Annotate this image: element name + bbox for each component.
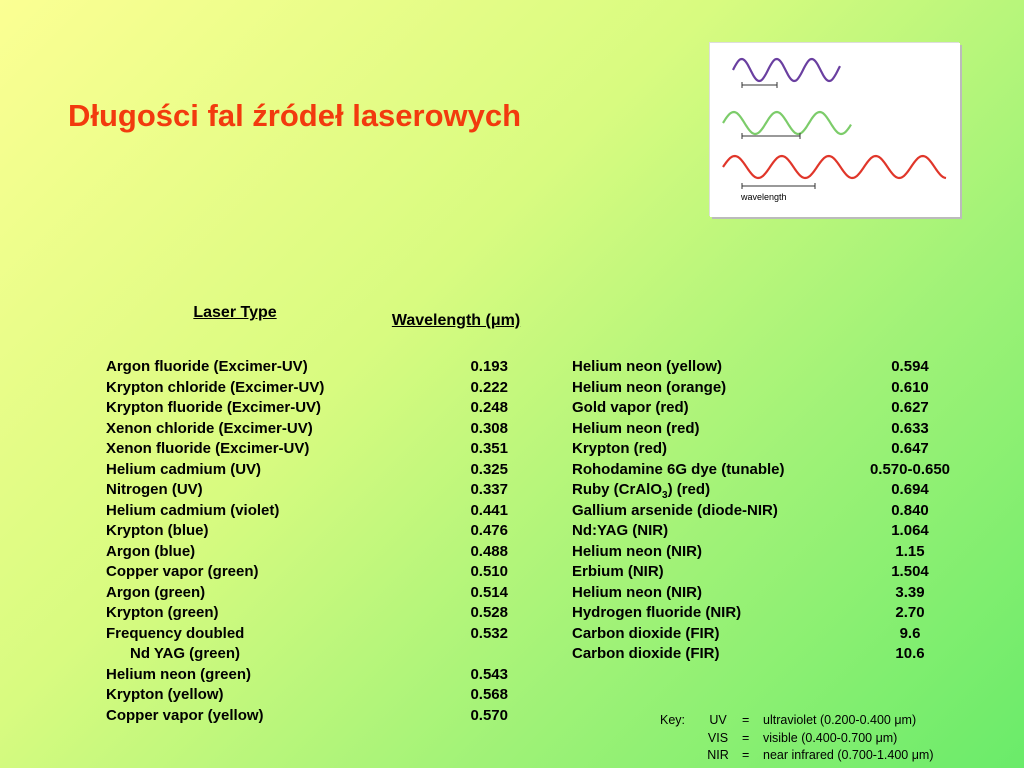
laser-name: Krypton (yellow) (106, 686, 224, 703)
wavelength: 0.308 (470, 419, 508, 437)
laser-name: Nitrogen (UV) (106, 481, 203, 498)
laser-name: Carbon dioxide (FIR) (572, 624, 720, 642)
key-eq: = (742, 748, 750, 762)
wavelength: 0.633 (891, 419, 929, 437)
key-eq: = (742, 713, 750, 727)
laser-name: Xenon chloride (Excimer-UV) (106, 419, 313, 437)
header: Wavelength (μm) (391, 312, 521, 329)
laser-name: Copper vapor (green) (106, 563, 259, 580)
laser-name: Helium neon (red) (572, 419, 700, 437)
key-desc: near infrared (0.700-1.400 μm) (763, 748, 934, 762)
wavelength: 0.441 (470, 501, 508, 519)
wavelength: 0.248 (470, 399, 508, 416)
laser-name: Krypton (green) (106, 604, 219, 621)
laser-name: Helium neon (yellow) (572, 358, 723, 375)
wavelength: 0.193 (470, 358, 508, 375)
wavelength: 0.222 (470, 378, 508, 396)
laser-name: Helium cadmium (violet) (106, 501, 280, 519)
laser-name: Gold vapor (red) (572, 399, 689, 416)
laser-name: Rohodamine 6G dye (tunable) (572, 460, 785, 478)
wavelength: 0.594 (891, 358, 929, 375)
laser-name: Xenon fluoride (Excimer-UV) (106, 440, 310, 457)
wavelength: 9.6 (899, 624, 921, 642)
wavelength: 0.488 (470, 542, 508, 560)
wavelength: 0.570 (470, 706, 508, 724)
name-part: ) (red) (667, 481, 711, 498)
key-abbr: NIR (707, 748, 729, 762)
wavelength: 0.325 (470, 460, 508, 478)
laser-name: Copper vapor (yellow) (106, 706, 264, 724)
laser-name: Krypton fluoride (Excimer-UV) (106, 399, 322, 416)
wavelength: 1.15 (895, 542, 925, 560)
wavelength: 0.476 (470, 522, 508, 539)
wavelength: 1.064 (891, 522, 929, 539)
wavelength: 0.528 (470, 604, 508, 621)
laser-name: Helium cadmium (UV) (106, 460, 262, 478)
wavelength: 0.627 (891, 399, 929, 416)
wavelength: 1.504 (891, 563, 929, 580)
laser-name: Krypton chloride (Excimer-UV) (106, 378, 325, 396)
laser-name: Helium neon (green) (106, 665, 252, 683)
laser-name: Frequency doubled (106, 624, 245, 642)
key-eq: = (742, 730, 750, 745)
wavelength: 0.514 (470, 583, 508, 601)
wavelength: 0.694 (891, 481, 929, 498)
laser-name: Nd:YAG (NIR) (572, 522, 669, 539)
key-abbr: UV (709, 713, 727, 727)
wavelength: 0.351 (470, 440, 508, 457)
wave (722, 154, 947, 180)
laser-name: Argon fluoride (Excimer-UV) (106, 358, 308, 375)
laser-name: Hydrogen fluoride (NIR) (572, 604, 742, 621)
figure-label: wavelength (740, 192, 787, 202)
wavelength: 0.568 (470, 686, 508, 703)
wavelength: 0.840 (891, 501, 929, 519)
figure: wavelength (710, 43, 960, 217)
wavelength: 0.337 (470, 481, 508, 498)
wavelength: 2.70 (895, 604, 925, 621)
name-part: 3 (662, 490, 668, 501)
key-desc: ultraviolet (0.200-0.400 μm) (763, 713, 917, 727)
laser-name: Erbium (NIR) (572, 563, 664, 580)
wave (722, 110, 852, 136)
laser-name: Helium neon (NIR) (572, 542, 702, 560)
key-desc: visible (0.400-0.700 μm) (763, 730, 898, 745)
laser-name: Helium neon (NIR) (572, 583, 702, 601)
key-abbr: VIS (707, 730, 729, 745)
name-part: Ruby (CrAlO (572, 481, 662, 498)
key-label: Key: (660, 713, 686, 727)
wave-figure: wavelength (722, 57, 947, 202)
wavelength: 3.39 (895, 583, 925, 601)
laser-name: Helium neon (orange) (572, 378, 727, 396)
wavelength: 0.570-0.650 (869, 460, 951, 478)
wave (732, 57, 841, 83)
title: Długości fal źródeł laserowych (68, 98, 522, 133)
wavelength: 0.647 (891, 440, 929, 457)
header: Laser Type (193, 304, 277, 321)
laser-name: Argon (blue) (106, 542, 196, 560)
wavelength: 0.510 (470, 563, 508, 580)
wavelength: 0.532 (470, 624, 508, 642)
laser-name: Nd YAG (green) (130, 645, 241, 662)
laser-name: Ruby (CrAlO3) (red) (572, 481, 710, 501)
wavelength: 0.610 (891, 378, 929, 396)
wavelength: 0.543 (470, 665, 508, 683)
laser-name: Gallium arsenide (diode-NIR) (572, 501, 778, 519)
laser-name: Argon (green) (106, 583, 206, 601)
wavelength: 10.6 (895, 645, 925, 662)
laser-name: Krypton (red) (572, 440, 667, 457)
laser-name: Carbon dioxide (FIR) (572, 645, 720, 662)
laser-name: Krypton (blue) (106, 522, 209, 539)
